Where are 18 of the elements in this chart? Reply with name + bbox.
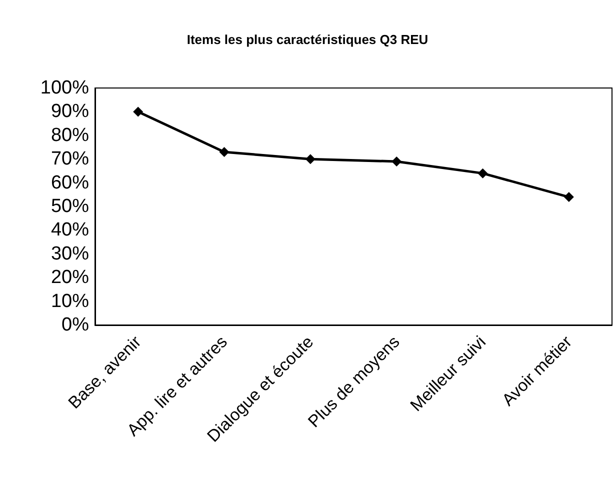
point bbox=[392, 156, 402, 166]
point bbox=[305, 154, 316, 164]
y-tick-label: 100% bbox=[40, 78, 90, 98]
y-tick-label: 80% bbox=[50, 124, 90, 146]
y-tick-label: 30% bbox=[50, 243, 90, 264]
point bbox=[133, 106, 144, 117]
y-tick-label: 60% bbox=[50, 172, 90, 194]
y-tick-label: 90% bbox=[50, 101, 90, 122]
y-tick-label: 10% bbox=[50, 290, 90, 312]
y-tick-label: 40% bbox=[50, 220, 90, 241]
y-tick-label: 70% bbox=[50, 148, 90, 170]
y-tick-label: 50% bbox=[50, 196, 90, 217]
y-tick-label: 20% bbox=[50, 267, 90, 288]
y-tick-label: 0% bbox=[62, 314, 90, 336]
point bbox=[478, 168, 488, 178]
chart-title: Items les plus caractéristiques Q3 REU bbox=[186, 32, 428, 47]
point bbox=[219, 146, 230, 157]
point bbox=[564, 192, 574, 202]
